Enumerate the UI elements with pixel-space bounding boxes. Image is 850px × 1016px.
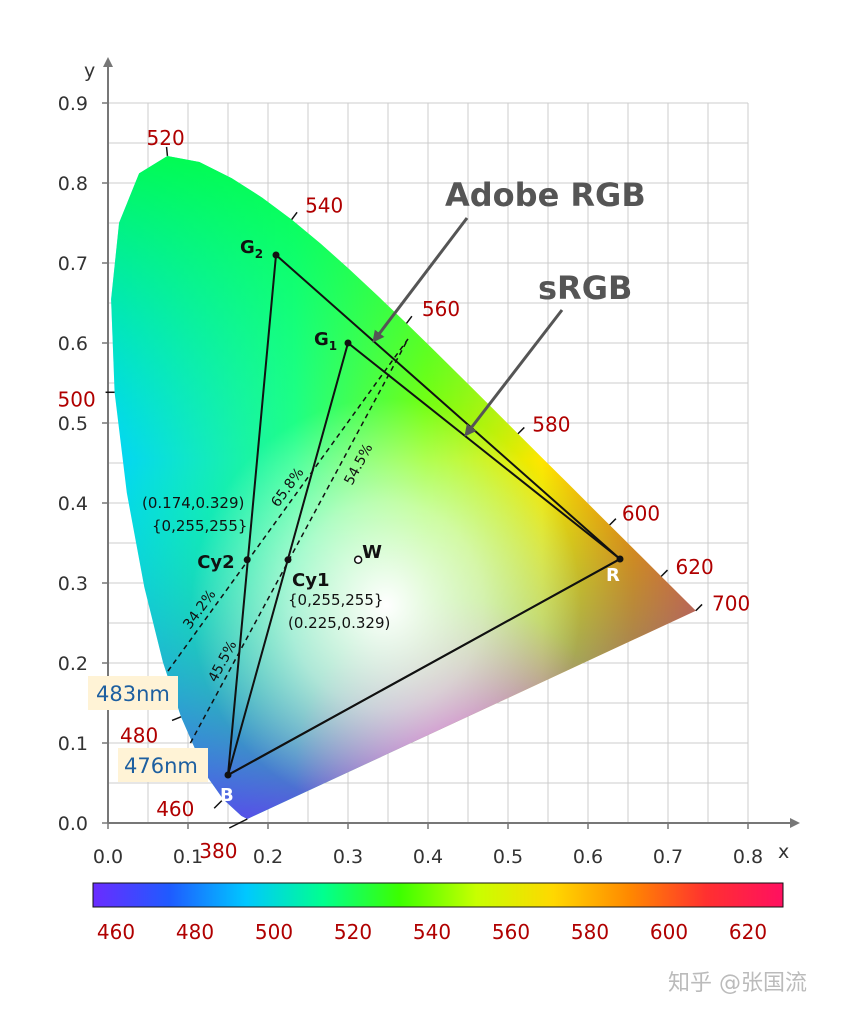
wavelength-tick xyxy=(228,818,248,829)
colorbar: 460 480 500 520 540 560 580 600 620 xyxy=(92,882,784,944)
colorbar-tick-500: 500 xyxy=(255,920,293,944)
wavelength-label-520: 520 xyxy=(147,126,185,150)
x-tick-label: 0.5 xyxy=(493,846,523,868)
watermark: 知乎 @张国流 xyxy=(668,971,807,996)
point-b xyxy=(224,771,232,779)
wavelength-tick xyxy=(171,716,182,722)
adobe-rgb-arrow xyxy=(372,217,469,343)
wavelength-label-560: 560 xyxy=(422,297,460,321)
colorbar-tick-480: 480 xyxy=(176,920,214,944)
cy1-coord-text: (0.225,0.329) xyxy=(288,614,390,632)
point-label-r: R xyxy=(606,565,620,586)
colorbar-tick-560: 560 xyxy=(492,920,530,944)
y-tick-label: 0.9 xyxy=(58,93,88,115)
x-axis-label: x xyxy=(778,841,789,863)
callout-483-box xyxy=(88,676,178,710)
point-cy2 xyxy=(243,556,251,564)
dashed-lines xyxy=(167,338,409,744)
point-label-w: W xyxy=(362,542,382,563)
wavelength-label-460: 460 xyxy=(156,797,194,821)
colorbar-tick-600: 600 xyxy=(650,920,688,944)
srgb-label: sRGB xyxy=(538,269,632,307)
x-tick-label: 0.2 xyxy=(253,846,283,868)
y-tick-label: 0.5 xyxy=(58,413,88,435)
y-tick-label: 0.2 xyxy=(58,653,88,675)
dashed-line xyxy=(189,338,409,744)
x-tick-label: 0.7 xyxy=(653,846,683,868)
point-label-b: B xyxy=(220,785,234,806)
y-tick-label: 0.8 xyxy=(58,173,88,195)
wavelength-tick xyxy=(695,603,703,612)
callout-483: 483nm xyxy=(96,682,170,706)
wavelength-tick xyxy=(165,146,169,157)
wavelength-label-620: 620 xyxy=(676,555,714,579)
srgb-arrow xyxy=(464,309,564,437)
y-tick-label: 0.7 xyxy=(58,253,88,275)
wavelength-label-580: 580 xyxy=(532,412,570,436)
y-tick-label: 0.4 xyxy=(58,493,88,515)
callout-476-box xyxy=(118,748,208,782)
wavelength-tick xyxy=(517,426,525,435)
callout-476: 476nm xyxy=(124,754,198,778)
adobe-rgb-label: Adobe RGB xyxy=(445,176,646,214)
x-tick-label: 0.6 xyxy=(573,846,603,868)
x-tick-label: 0.1 xyxy=(173,846,203,868)
cy2-rgb-text: {0,255,255} xyxy=(152,517,247,535)
y-axis-label: y xyxy=(84,60,95,82)
point-label-cy2: Cy2 xyxy=(197,552,234,573)
point-r xyxy=(616,555,624,563)
point-cy1 xyxy=(284,556,292,564)
y-tick-label: 0.1 xyxy=(58,733,88,755)
cy2-coord-text: (0.174,0.329) xyxy=(142,494,244,512)
x-tick-label: 0.0 xyxy=(93,846,123,868)
axes: 0.0 0.1 0.2 0.3 0.4 0.5 0.6 0.7 0.8 0.0 0.1 0.2 0.3 0… xyxy=(58,57,800,868)
y-tick-label: 0.6 xyxy=(58,333,88,355)
wavelength-label-540: 540 xyxy=(305,193,343,217)
wavelength-tick xyxy=(609,518,617,526)
x-tick-label: 0.4 xyxy=(413,846,443,868)
wavelength-tick xyxy=(213,798,224,809)
colorbar-tick-460: 460 xyxy=(97,920,135,944)
point-label-cy1: Cy1 xyxy=(292,570,329,591)
wavelength-label-480: 480 xyxy=(120,723,158,747)
y-tick-label: 0.3 xyxy=(58,573,88,595)
colorbar-tick-520: 520 xyxy=(334,920,372,944)
y-tick-label: 0.0 xyxy=(58,813,88,835)
white-point xyxy=(353,555,363,565)
point-g1 xyxy=(344,339,352,347)
wavelength-label-600: 600 xyxy=(622,502,660,526)
x-tick-label: 0.3 xyxy=(333,846,363,868)
colorbar-tick-580: 580 xyxy=(571,920,609,944)
wavelength-tick xyxy=(660,569,669,577)
colorbar-tick-540: 540 xyxy=(413,920,451,944)
x-tick-label: 0.8 xyxy=(733,846,763,868)
wavelength-tick xyxy=(291,211,298,221)
cy1-rgb-text: {0,255,255} xyxy=(288,591,383,609)
point-g2 xyxy=(272,251,280,259)
wavelength-tick xyxy=(405,315,413,324)
wavelength-label-700: 700 xyxy=(712,591,750,615)
colorbar-strip xyxy=(92,882,784,908)
wavelength-label-500: 500 xyxy=(58,387,96,411)
colorbar-tick-620: 620 xyxy=(729,920,767,944)
wavelength-label-380: 380 xyxy=(199,839,237,863)
